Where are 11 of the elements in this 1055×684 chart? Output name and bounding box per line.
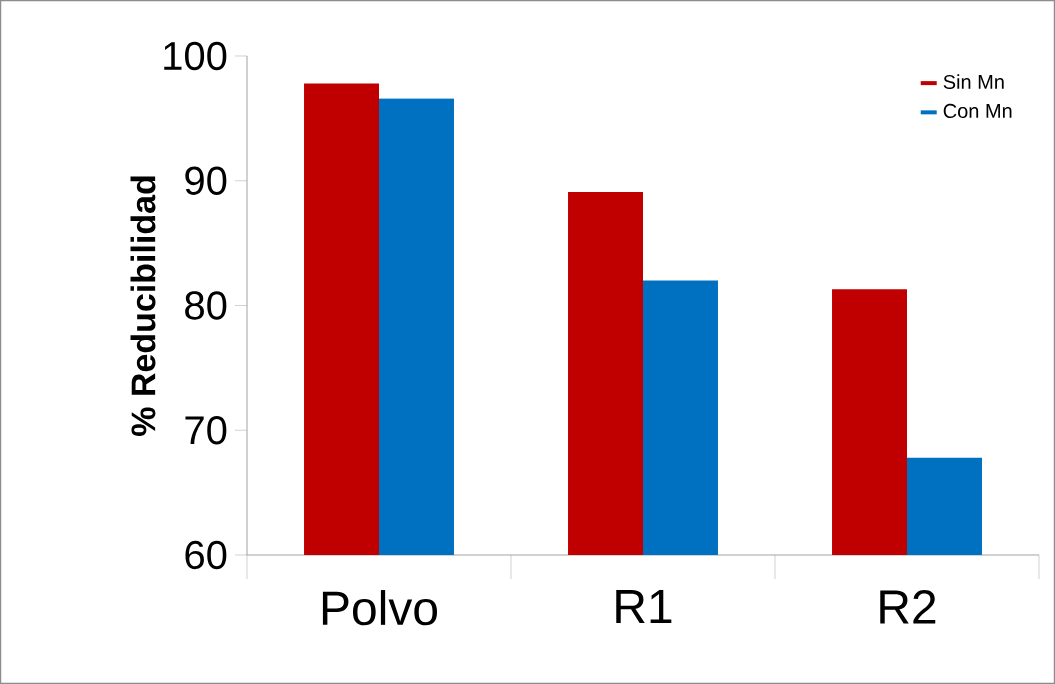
y-tick-label: 70 (185, 416, 227, 445)
y-tick-label: 60 (185, 540, 227, 570)
x-tick-label: R2 (880, 590, 936, 624)
y-tick-label: 100 (164, 41, 227, 71)
y-tick-label: 80 (185, 291, 227, 320)
y-tick-label: 90 (185, 166, 227, 195)
x-tick-label: R1 (616, 590, 672, 624)
legend-label: Con Mn (943, 103, 1012, 119)
y-axis-title: % Reducibilidad (130, 176, 156, 436)
x-tick-label: Polvo (322, 590, 438, 626)
legend-label: Sin Mn (943, 74, 1004, 90)
